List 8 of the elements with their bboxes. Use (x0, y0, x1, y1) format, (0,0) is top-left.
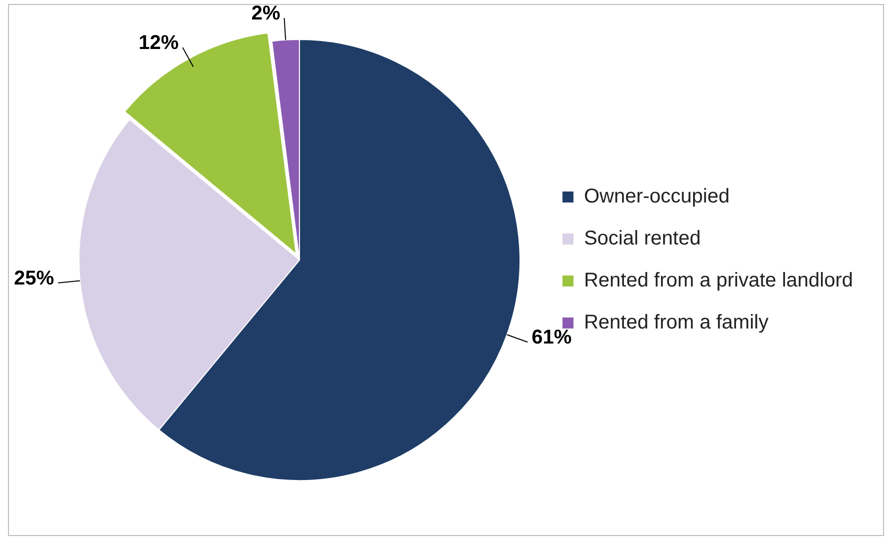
legend-label: Rented from a family (584, 312, 768, 334)
data-label: 12% (138, 32, 179, 54)
legend-label: Social rented (584, 228, 701, 250)
data-label: 61% (532, 326, 572, 349)
data-label: 25% (14, 267, 54, 290)
data-label: 2% (251, 2, 280, 24)
legend-label: Rented from a private landlord (584, 270, 854, 292)
legend-label: Owner-occupied (584, 186, 730, 208)
